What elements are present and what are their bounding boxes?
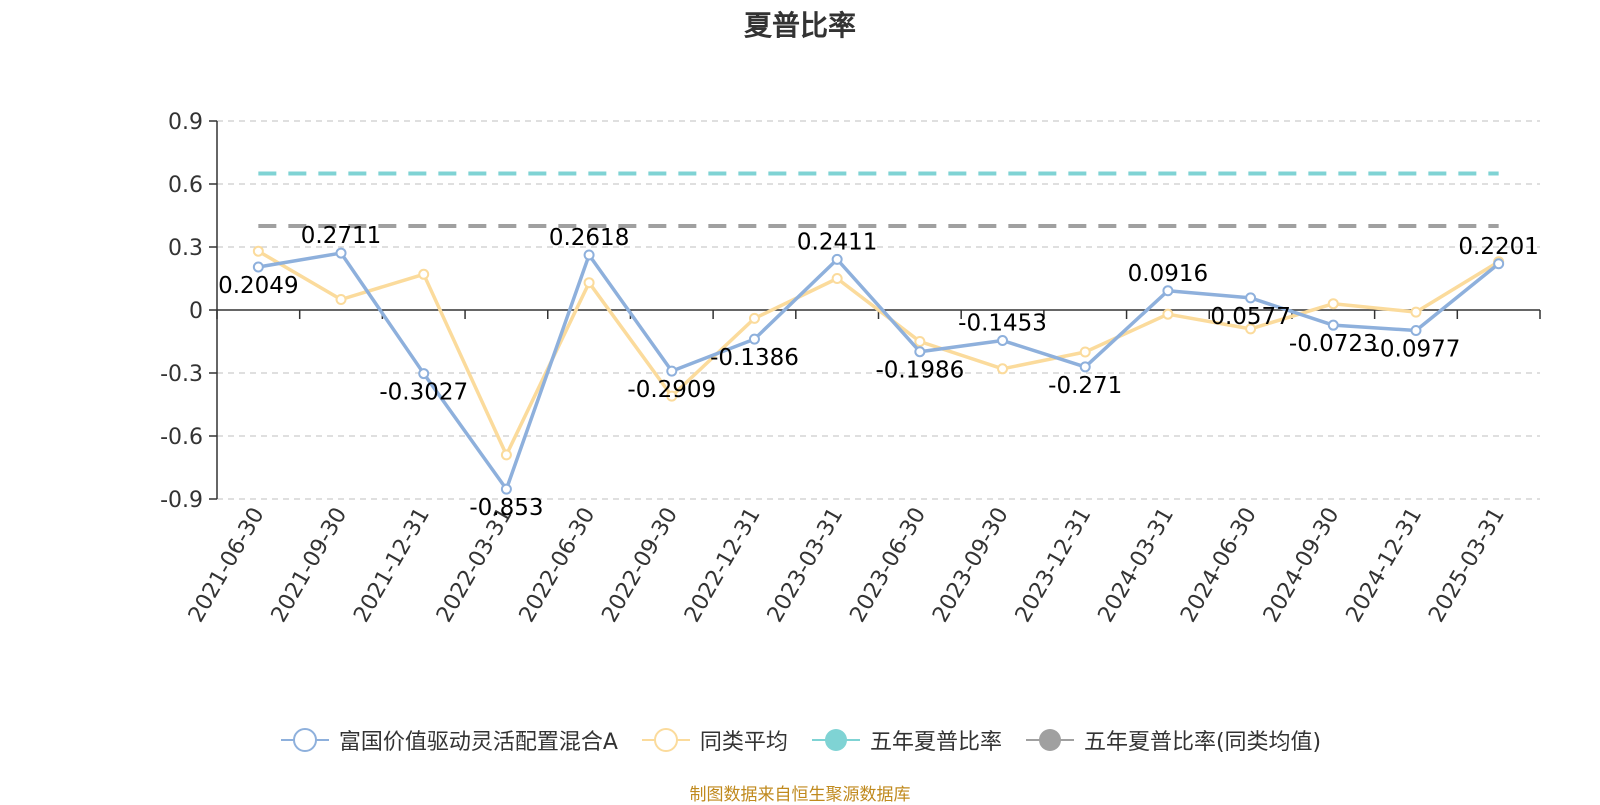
legend-item[interactable]: 五年夏普比率(同类均值) — [1024, 724, 1321, 756]
x-tick-label: 2024-09-30 — [1259, 504, 1345, 627]
series-point — [418, 368, 430, 380]
y-tick-label: 0 — [189, 299, 203, 324]
legend-symbol-icon — [641, 728, 690, 752]
series-point — [500, 449, 512, 461]
data-label: 0.2711 — [301, 223, 381, 249]
series-point — [1079, 361, 1091, 373]
data-label: 0.0916 — [1128, 261, 1208, 287]
legend-label: 富国价值驱动灵活配置混合A — [338, 730, 618, 755]
series-line — [258, 251, 1500, 491]
legend-item[interactable]: 五年夏普比率 — [810, 724, 1002, 756]
series-point — [748, 333, 760, 345]
series-point — [1410, 306, 1422, 318]
legend-item[interactable]: 富国价值驱动灵活配置混合A — [279, 724, 618, 756]
series-line — [257, 249, 1500, 457]
series-point — [1410, 325, 1422, 337]
reference-lines — [258, 171, 1499, 228]
data-label: -0.1986 — [875, 358, 964, 384]
series-point — [748, 312, 760, 324]
grid-layer — [217, 120, 1540, 500]
series-point — [1245, 323, 1257, 335]
data-label: 0.2411 — [797, 229, 877, 255]
legend-symbol-icon — [811, 729, 860, 751]
sharpe-ratio-chart: 0.9 0.6 0.3 0 -0.3 -0.6 -0.92021-06-302021-09-… — [160, 110, 1541, 627]
data-label: 0.0577 — [1210, 304, 1290, 330]
series-point — [831, 253, 843, 265]
x-tick-label: 2022-06-30 — [515, 504, 601, 627]
series-point — [1162, 308, 1174, 320]
series-point — [1079, 346, 1091, 358]
source-note: 制图数据来自恒生聚源数据库 — [689, 785, 911, 805]
x-tick-label: 2023-06-30 — [845, 504, 931, 627]
series-point — [252, 245, 264, 257]
x-tick-label: 2021-06-30 — [184, 504, 270, 627]
legend: 富国价值驱动灵活配置混合A 同类平均 五年夏普比率 五年夏普比率(同类均值) — [0, 720, 1600, 760]
series-point — [1493, 258, 1505, 270]
data-label: 0.2049 — [218, 273, 298, 299]
x-tick-label: 2021-09-30 — [267, 504, 353, 627]
x-tick-label: 2022-12-31 — [680, 504, 766, 627]
data-label: -0.271 — [1048, 373, 1122, 399]
data-label: -0.0723 — [1289, 331, 1378, 357]
data-label: -0.0977 — [1372, 337, 1461, 363]
legend-symbol-icon — [280, 728, 329, 752]
y-tick-label: 0.3 — [168, 236, 203, 261]
x-tick-label: 2023-09-30 — [928, 504, 1014, 627]
y-tick-label: 0.6 — [168, 173, 203, 198]
series-point — [831, 273, 843, 284]
series-point — [914, 336, 926, 347]
data-label: -0.3027 — [379, 380, 468, 406]
series-point — [666, 365, 678, 377]
series-point — [1245, 292, 1257, 304]
y-tick-label: -0.6 — [160, 425, 203, 450]
legend-label: 五年夏普比率 — [869, 730, 1002, 755]
legend-label: 五年夏普比率(同类均值) — [1083, 730, 1322, 755]
x-tick-label: 2024-03-31 — [1094, 504, 1180, 627]
legend-label: 同类平均 — [699, 730, 788, 755]
data-label: -0.853 — [469, 495, 543, 521]
x-tick-label: 2021-12-31 — [349, 504, 435, 627]
series-point — [583, 249, 595, 261]
y-tick-label: -0.9 — [160, 488, 203, 513]
series-point — [252, 261, 264, 273]
legend-item[interactable]: 同类平均 — [640, 724, 788, 756]
series-point — [997, 335, 1009, 347]
legend-symbol-icon — [1025, 729, 1074, 751]
y-tick-label: -0.3 — [160, 362, 203, 387]
x-tick-label: 2022-09-30 — [597, 504, 683, 627]
series-point — [914, 346, 926, 358]
series-point — [1327, 319, 1339, 331]
series-point — [997, 363, 1009, 375]
data-label: -0.1386 — [710, 345, 799, 371]
series-point — [500, 483, 512, 495]
y-tick-label: 0.9 — [168, 110, 203, 135]
x-tick-label: 2025-03-31 — [1424, 504, 1510, 627]
x-tick-label: 2022-03-31 — [432, 504, 518, 627]
chart-title: 夏普比率 — [743, 9, 856, 42]
x-tick-label: 2024-06-30 — [1176, 504, 1262, 627]
data-label: -0.1453 — [958, 311, 1047, 337]
x-tick-label: 2023-12-31 — [1011, 504, 1097, 627]
x-tick-label: 2024-12-31 — [1342, 504, 1428, 627]
data-label: -0.2909 — [627, 377, 716, 403]
series-point — [418, 268, 430, 280]
series-point — [1162, 285, 1174, 297]
series-point — [1327, 298, 1339, 310]
data-label: 0.2201 — [1458, 234, 1538, 260]
series-point — [335, 294, 347, 305]
x-tick-label: 2023-03-31 — [763, 504, 849, 627]
series-point — [583, 277, 595, 289]
axis-layer: 0.9 0.6 0.3 0 -0.3 -0.6 -0.92021-06-302021-09-… — [160, 110, 1541, 627]
data-label: 0.2618 — [549, 225, 629, 251]
series-point — [335, 247, 347, 259]
series-layer — [252, 245, 1505, 495]
series-point — [666, 390, 678, 402]
